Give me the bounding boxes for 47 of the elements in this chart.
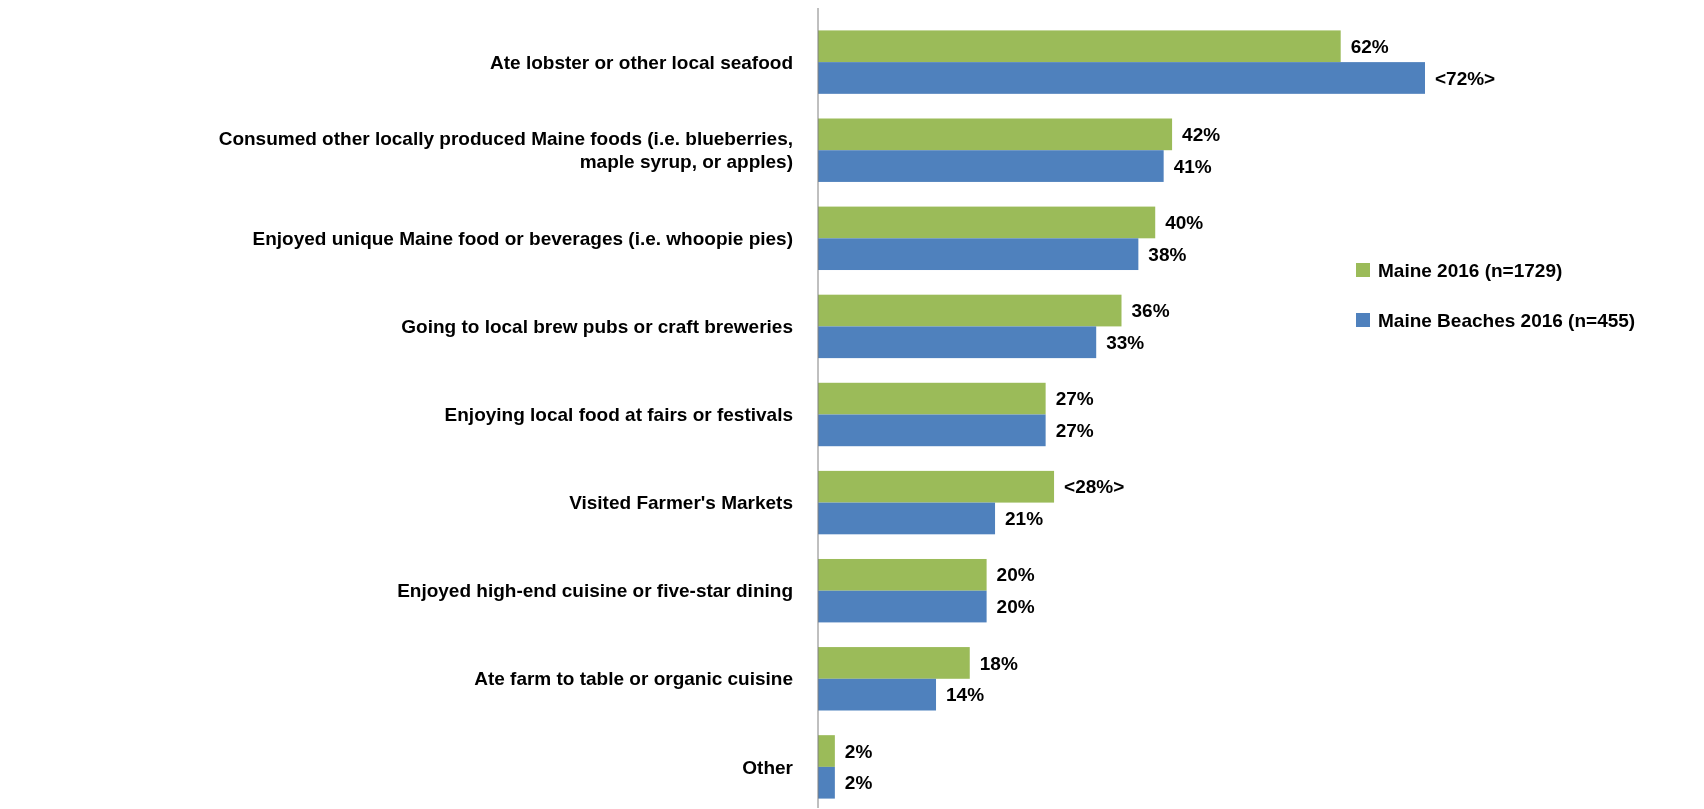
data-label: 20% (996, 564, 1035, 586)
bar (818, 238, 1139, 271)
bar (818, 502, 996, 535)
legend-label: Maine Beaches 2016 (n=455) (1378, 309, 1636, 331)
bar (818, 118, 1173, 151)
bar (818, 326, 1097, 359)
bar (818, 558, 987, 591)
data-label: 20% (996, 596, 1035, 618)
data-label: <72%> (1435, 67, 1496, 89)
data-label: 21% (1005, 508, 1044, 530)
data-label: 27% (1055, 388, 1094, 410)
y-tick-label: Enjoying local food at fairs or festivals (444, 404, 793, 426)
bar (818, 414, 1046, 447)
bar (818, 766, 835, 799)
bar (818, 30, 1341, 63)
data-label: <28%> (1064, 476, 1125, 498)
bar (818, 294, 1122, 327)
data-label: 33% (1106, 331, 1145, 353)
data-label: 41% (1173, 155, 1212, 177)
bar (818, 590, 987, 623)
y-tick-label: Going to local brew pubs or craft breweries (401, 316, 793, 338)
data-label: 40% (1165, 212, 1204, 234)
data-label: 14% (946, 684, 985, 706)
bar (818, 735, 835, 767)
y-tick-label: Enjoyed high-end cuisine or five-star dining (397, 580, 793, 602)
bar (818, 150, 1164, 182)
y-tick-label: Enjoyed unique Maine food or beverages (i.e. whoopie pies) (252, 227, 793, 249)
bar (818, 678, 937, 711)
y-tick-label: Other (742, 756, 794, 778)
y-tick-label: Consumed other locally produced Maine foods (i.e. blueberries, maple syrup, or apples) (218, 128, 793, 173)
bar (818, 62, 1425, 94)
y-tick-label: Ate lobster or other local seafood (490, 51, 793, 73)
bar (818, 382, 1046, 415)
data-label: 27% (1055, 420, 1094, 442)
y-tick-label: Ate farm to table or organic cuisine (474, 668, 793, 690)
data-label: 38% (1148, 243, 1187, 265)
bar (818, 206, 1156, 239)
data-label: 18% (979, 652, 1018, 674)
data-label: 2% (844, 772, 873, 794)
data-label: 2% (844, 740, 873, 762)
data-label: 62% (1350, 35, 1389, 57)
legend-label: Maine 2016 (n=1729) (1378, 259, 1563, 281)
y-tick-label: Visited Farmer's Markets (569, 492, 793, 514)
data-label: 42% (1182, 124, 1221, 146)
bar (818, 647, 970, 679)
data-label: 36% (1131, 300, 1170, 322)
bar (818, 470, 1055, 503)
